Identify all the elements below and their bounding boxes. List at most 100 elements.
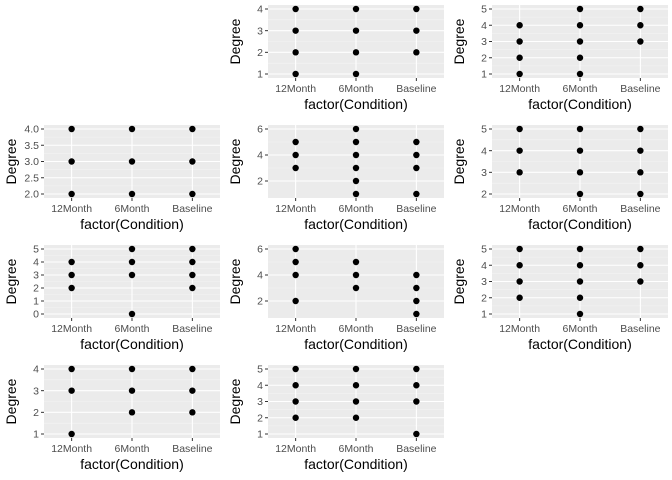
data-point (576, 190, 584, 198)
y-tick-label: 4 (481, 145, 487, 157)
data-point (637, 190, 644, 198)
data-point (128, 190, 136, 198)
y-tick-label: 4 (257, 150, 263, 162)
data-point (637, 147, 644, 154)
y-tick-label: 3 (33, 385, 39, 397)
data-point (352, 49, 360, 56)
data-point (292, 164, 299, 172)
x-axis-title: factor(Condition) (528, 336, 632, 352)
data-point (576, 245, 584, 253)
data-point (352, 27, 360, 34)
y-axis-title: Degree (451, 18, 467, 64)
y-axis-title: Degree (3, 378, 19, 424)
y-axis-title: Degree (451, 138, 467, 184)
data-point (128, 365, 136, 373)
y-tick-label: 6 (257, 124, 263, 136)
x-tick-label: Baseline (172, 323, 212, 335)
data-point (413, 284, 420, 292)
data-point (352, 125, 360, 133)
x-tick-label: 12Month (275, 443, 316, 455)
x-tick-label: 12Month (499, 323, 540, 335)
y-axis-title: Degree (3, 138, 19, 184)
data-point (189, 271, 196, 279)
y-tick-label: 5 (481, 124, 487, 136)
data-point (576, 125, 584, 133)
y-tick-label: 3 (481, 36, 487, 48)
y-tick-label: 3 (257, 396, 263, 408)
data-point (576, 294, 584, 301)
data-point (637, 245, 644, 253)
data-point (413, 27, 420, 34)
x-tick-label: 6Month (562, 83, 597, 95)
data-point (576, 147, 584, 154)
data-point (637, 5, 644, 13)
y-tick-label: 2 (257, 176, 263, 188)
data-point (189, 365, 196, 373)
data-point (352, 258, 360, 266)
facet-panel-2: 1 2 3 4 5 12Month 6Month Baselinefactor(Conditi… (451, 4, 668, 112)
y-axis-title: Degree (227, 18, 243, 64)
facet-panel-10: 1 2 3 4 5 12Month 6Month Baselinefactor(Conditi… (227, 364, 444, 472)
data-point (516, 147, 523, 154)
data-point (68, 158, 75, 165)
x-axis-title: factor(Condition) (80, 336, 184, 352)
y-tick-label: 1 (481, 309, 487, 321)
facet-panel-3: 2.0 2.5 3.0 3.5 4.0 12Month 6Month Baselinefact… (3, 124, 220, 232)
data-point (576, 262, 584, 269)
data-point (68, 365, 75, 373)
y-tick-label: 3 (481, 167, 487, 179)
data-point (576, 5, 584, 13)
data-point (576, 169, 584, 176)
data-point (516, 125, 523, 133)
y-tick-label: 2 (481, 292, 487, 304)
y-tick-label: 1 (257, 69, 263, 81)
data-point (292, 258, 299, 266)
data-point (189, 387, 196, 394)
x-tick-label: 12Month (275, 203, 316, 215)
data-point (516, 278, 523, 285)
data-point (516, 38, 523, 45)
data-point (292, 138, 299, 146)
data-point (637, 169, 644, 176)
x-axis-title: factor(Condition) (528, 216, 632, 232)
data-point (292, 297, 299, 305)
x-axis-title: factor(Condition) (304, 336, 408, 352)
x-tick-label: Baseline (172, 203, 212, 215)
y-tick-label: 4.0 (24, 124, 39, 136)
y-tick-label: 3 (33, 270, 39, 282)
x-tick-label: 6Month (338, 83, 373, 95)
x-tick-label: Baseline (620, 83, 660, 95)
data-point (352, 190, 360, 198)
data-point (128, 125, 136, 133)
data-point (68, 387, 75, 394)
y-tick-label: 3.0 (24, 156, 39, 168)
y-tick-label: 5 (33, 244, 39, 256)
data-point (637, 22, 644, 29)
data-point (68, 190, 75, 198)
facet-panel-4: 2 4 6 12Month 6Month Baselinefactor(Condition… (227, 124, 444, 232)
x-tick-label: Baseline (396, 443, 436, 455)
data-point (413, 49, 420, 56)
y-tick-label: 5 (481, 244, 487, 256)
x-tick-label: 12Month (499, 203, 540, 215)
x-tick-label: 6Month (114, 323, 149, 335)
facet-panel-1: 1 2 3 4 12Month 6Month Baselinefactor(Conditio… (227, 4, 444, 112)
data-point (68, 430, 75, 438)
data-point (128, 258, 136, 266)
x-tick-label: 6Month (338, 443, 373, 455)
data-point (516, 245, 523, 253)
data-point (637, 38, 644, 45)
y-tick-label: 5 (481, 4, 487, 16)
data-point (292, 5, 299, 13)
data-point (576, 278, 584, 285)
x-tick-label: 6Month (562, 203, 597, 215)
data-point (576, 22, 584, 29)
data-point (413, 297, 420, 305)
data-point (128, 245, 136, 253)
data-point (413, 271, 420, 279)
y-tick-label: 1 (481, 69, 487, 81)
data-point (576, 70, 584, 78)
data-point (352, 70, 360, 78)
